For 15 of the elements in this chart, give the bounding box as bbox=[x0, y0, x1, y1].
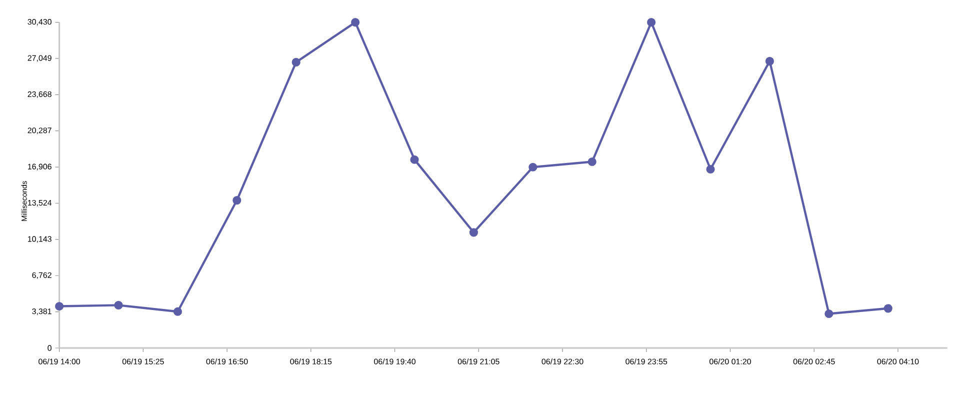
point bbox=[232, 196, 242, 205]
point bbox=[173, 307, 182, 316]
point bbox=[765, 56, 774, 66]
point bbox=[884, 304, 892, 313]
point bbox=[647, 18, 656, 27]
point bbox=[292, 58, 300, 67]
point bbox=[114, 300, 123, 310]
point bbox=[706, 164, 715, 174]
point bbox=[351, 18, 360, 27]
point bbox=[528, 162, 538, 172]
point bbox=[55, 302, 64, 311]
point bbox=[824, 309, 834, 318]
point bbox=[469, 228, 478, 237]
point bbox=[588, 157, 596, 166]
point bbox=[410, 155, 419, 164]
